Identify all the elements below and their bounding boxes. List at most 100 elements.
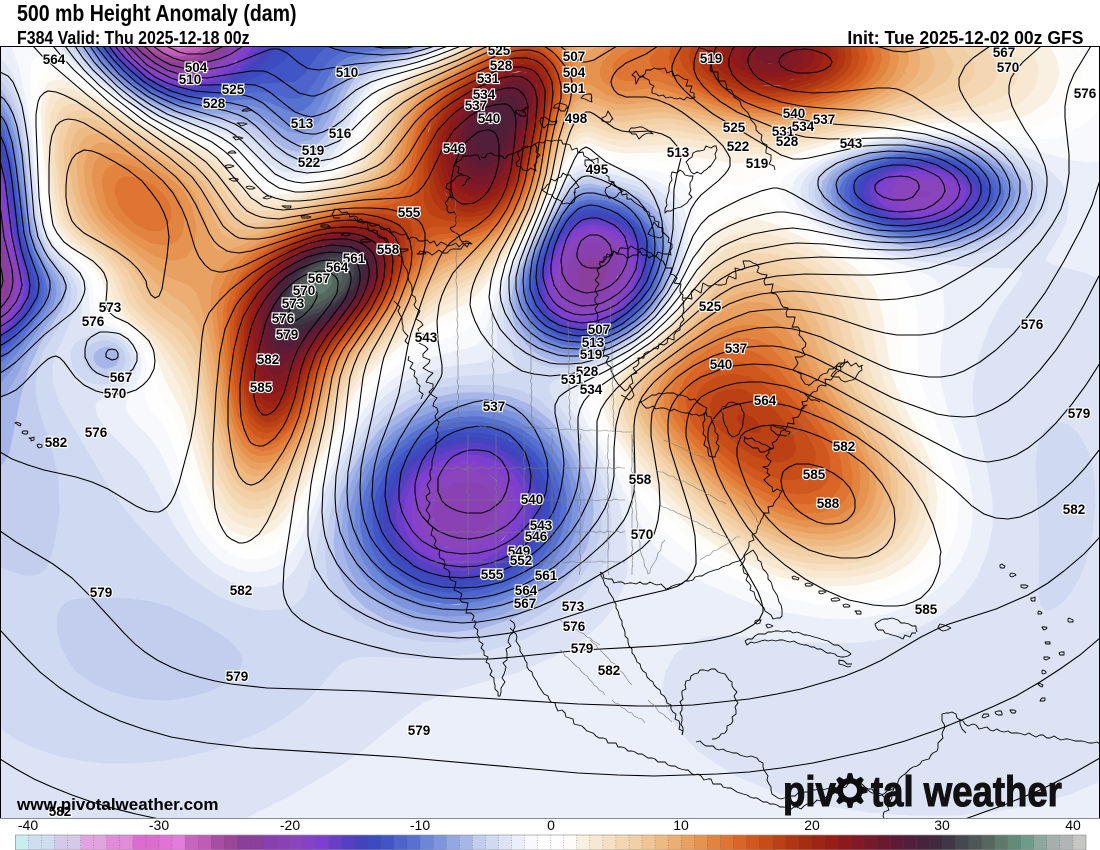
svg-text:576: 576 [82,314,105,329]
svg-text:504: 504 [185,60,208,75]
svg-text:576: 576 [1074,86,1097,101]
svg-text:564: 564 [326,260,349,275]
svg-text:579: 579 [276,327,299,342]
svg-text:510: 510 [336,65,359,80]
svg-text:585: 585 [915,602,938,617]
svg-text:582: 582 [1063,502,1086,517]
svg-text:30: 30 [934,817,950,833]
svg-text:537: 537 [483,399,506,414]
svg-text:555: 555 [481,567,504,582]
svg-text:534: 534 [792,119,815,134]
svg-text:525: 525 [488,43,511,58]
svg-text:522: 522 [298,155,321,170]
svg-text:540: 540 [710,357,733,372]
svg-text:528: 528 [490,58,513,73]
svg-text:537: 537 [725,341,748,356]
svg-text:534: 534 [580,382,603,397]
svg-text:576: 576 [563,619,586,634]
svg-text:582: 582 [257,352,280,367]
svg-text:519: 519 [580,347,603,362]
svg-text:582: 582 [833,439,856,454]
svg-text:537: 537 [465,98,488,113]
svg-text:579: 579 [90,585,113,600]
svg-text:513: 513 [291,116,314,131]
svg-text:-20: -20 [280,817,300,833]
svg-text:537: 537 [813,112,836,127]
svg-text:555: 555 [398,205,421,220]
svg-text:558: 558 [629,472,652,487]
svg-text:498: 498 [565,111,588,126]
svg-text:-40: -40 [18,817,38,833]
svg-text:-10: -10 [410,817,430,833]
svg-text:567: 567 [514,596,537,611]
svg-text:564: 564 [754,393,777,408]
svg-text:549: 549 [508,544,531,559]
svg-text:558: 558 [377,242,400,257]
svg-text:20: 20 [804,817,820,833]
svg-text:579: 579 [226,669,249,684]
svg-text:564: 564 [515,583,538,598]
svg-text:513: 513 [667,145,690,160]
svg-text:519: 519 [746,156,769,171]
svg-text:531: 531 [561,372,584,387]
svg-text:567: 567 [110,370,133,385]
svg-text:531: 531 [477,71,500,86]
svg-text:567: 567 [308,271,331,286]
svg-text:579: 579 [1068,406,1091,421]
svg-text:540: 540 [521,492,544,507]
svg-text:540: 540 [478,111,501,126]
svg-text:522: 522 [727,139,750,154]
svg-text:10: 10 [673,817,689,833]
svg-text:570: 570 [997,60,1020,75]
svg-text:585: 585 [803,467,826,482]
svg-text:585: 585 [250,380,273,395]
svg-text:-30: -30 [149,817,169,833]
svg-text:573: 573 [99,300,122,315]
svg-text:570: 570 [293,283,316,298]
svg-text:501: 501 [563,81,586,96]
svg-text:519: 519 [700,51,723,66]
svg-text:0: 0 [547,817,555,833]
svg-text:576: 576 [272,311,295,326]
svg-text:510: 510 [179,72,202,87]
svg-text:564: 564 [43,52,66,67]
svg-text:582: 582 [49,804,72,819]
svg-text:561: 561 [343,251,366,266]
svg-text:528: 528 [203,96,226,111]
svg-text:588: 588 [817,496,840,511]
svg-text:516: 516 [329,126,352,141]
svg-text:561: 561 [535,568,558,583]
svg-text:582: 582 [230,583,253,598]
svg-text:519: 519 [302,143,325,158]
svg-text:534: 534 [473,87,496,102]
svg-text:573: 573 [282,296,305,311]
svg-text:573: 573 [562,599,585,614]
svg-text:567: 567 [993,45,1016,60]
svg-text:543: 543 [415,330,438,345]
svg-text:570: 570 [104,386,127,401]
svg-text:507: 507 [588,322,611,337]
svg-text:576: 576 [1021,317,1044,332]
svg-text:579: 579 [408,723,431,738]
svg-text:546: 546 [525,529,548,544]
svg-text:552: 552 [510,553,533,568]
svg-text:40: 40 [1065,817,1081,833]
svg-text:507: 507 [563,49,586,64]
svg-text:582: 582 [45,435,68,450]
svg-text:525: 525 [723,120,746,135]
svg-text:582: 582 [598,663,621,678]
svg-text:540: 540 [783,106,806,121]
svg-text:570: 570 [631,527,654,542]
svg-text:528: 528 [576,364,599,379]
svg-text:525: 525 [699,299,722,314]
svg-text:531: 531 [772,124,795,139]
svg-text:528: 528 [776,134,799,149]
svg-text:504: 504 [563,65,586,80]
svg-text:576: 576 [85,425,108,440]
svg-text:546: 546 [443,141,466,156]
svg-text:543: 543 [840,136,863,151]
svg-text:495: 495 [586,162,609,177]
svg-text:513: 513 [582,335,605,350]
svg-text:543: 543 [530,518,553,533]
svg-text:525: 525 [222,82,245,97]
